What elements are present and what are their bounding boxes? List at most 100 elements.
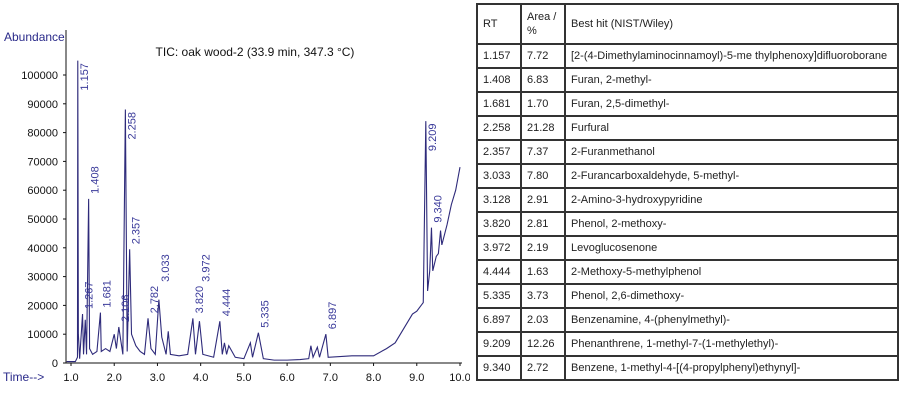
cell-area: 21.28	[520, 115, 566, 141]
table-row: 4.444 1.63 2-Methoxy-5-methylphenol	[476, 259, 899, 285]
cell-rt: 1.408	[476, 67, 522, 93]
y-tick-label: 40000	[27, 243, 58, 255]
table-row: 1.157 7.72 [2-(4-Dimethylaminocinnamoyl)-5…	[476, 43, 899, 69]
cell-area: 3.73	[520, 283, 566, 309]
x-tick-label: 5.0	[236, 372, 251, 384]
cell-rt: 3.972	[476, 235, 522, 261]
peak-label: 5.335	[259, 300, 271, 328]
cell-rt: 2.258	[476, 115, 522, 141]
cell-rt: 9.340	[476, 355, 522, 381]
x-axis-title: Time-->	[3, 370, 44, 384]
cell-area: 1.70	[520, 91, 566, 117]
table-row: 2.357 7.37 2-Furanmethanol	[476, 139, 899, 165]
y-tick-label: 50000	[27, 214, 58, 226]
cell-best-hit: Benzenamine, 4-(phenylmethyl)-	[564, 307, 899, 333]
peak-label: 1.267	[84, 282, 96, 310]
y-axis-title: Abundance	[4, 30, 65, 44]
x-tick-label: 4.0	[193, 372, 208, 384]
cell-rt: 3.128	[476, 187, 522, 213]
cell-area: 7.37	[520, 139, 566, 165]
cell-area: 1.63	[520, 259, 566, 285]
table-row: 3.820 2.81 Phenol, 2-methoxy-	[476, 211, 899, 237]
cell-area: 7.72	[520, 43, 566, 69]
tic-trace	[66, 60, 461, 363]
y-tick-label: 90000	[27, 99, 58, 111]
peak-label: 6.897	[327, 302, 339, 330]
cell-rt: 2.357	[476, 139, 522, 165]
cell-best-hit: 2-Furanmethanol	[564, 139, 899, 165]
table-header-row: RT Area / % Best hit (NIST/Wiley)	[476, 3, 899, 45]
y-tick-label: 70000	[27, 156, 58, 168]
cell-best-hit: 2-Methoxy-5-methylphenol	[564, 259, 899, 285]
header-rt: RT	[476, 3, 522, 45]
cell-best-hit: Benzene, 1-methyl-4-[(4-propylphenyl)eth…	[564, 355, 899, 381]
table-row: 3.128 2.91 2-Amino-3-hydroxypyridine	[476, 187, 899, 213]
table-row: 1.408 6.83 Furan, 2-methyl-	[476, 67, 899, 93]
table-row: 2.258 21.28 Furfural	[476, 115, 899, 141]
peak-label: 2.106	[120, 294, 132, 322]
header-area: Area / %	[520, 3, 566, 45]
peak-label: 2.782	[149, 286, 161, 314]
cell-area: 6.83	[520, 67, 566, 93]
cell-rt: 3.820	[476, 211, 522, 237]
x-tick-label: 7.0	[323, 372, 338, 384]
x-tick-label: 6.0	[279, 372, 294, 384]
cell-area: 2.03	[520, 307, 566, 333]
cell-rt: 5.335	[476, 283, 522, 309]
table-row: 6.897 2.03 Benzenamine, 4-(phenylmethyl)-	[476, 307, 899, 333]
peak-label: 2.258	[126, 112, 138, 140]
y-tick-label: 30000	[27, 272, 58, 284]
cell-best-hit: Phenol, 2,6-dimethoxy-	[564, 283, 899, 309]
cell-area: 7.80	[520, 163, 566, 189]
peak-label: 2.357	[131, 217, 143, 245]
y-tick-label: 10000	[27, 329, 58, 341]
cell-best-hit: Furfural	[564, 115, 899, 141]
cell-area: 2.72	[520, 355, 566, 381]
peak-label: 9.340	[432, 195, 444, 223]
peak-label: 3.972	[200, 254, 212, 282]
cell-rt: 4.444	[476, 259, 522, 285]
peak-label: 4.444	[221, 289, 233, 317]
peak-label: 9.209	[427, 124, 439, 152]
cell-area: 12.26	[520, 331, 566, 357]
peak-label: 3.033	[160, 254, 172, 282]
peak-label: 3.820	[194, 286, 206, 314]
y-tick-label: 100000	[21, 70, 58, 82]
table-row: 9.209 12.26 Phenanthrene, 1-methyl-7-(1-me…	[476, 331, 899, 357]
table-row: 1.681 1.70 Furan, 2,5-dimethyl-	[476, 91, 899, 117]
cell-best-hit: [2-(4-Dimethylaminocinnamoyl)-5-me thylp…	[564, 43, 899, 69]
cell-area: 2.19	[520, 235, 566, 261]
header-best-hit: Best hit (NIST/Wiley)	[564, 3, 899, 45]
peak-label: 1.681	[101, 280, 113, 308]
cell-best-hit: 2-Furancarboxaldehyde, 5-methyl-	[564, 163, 899, 189]
chart-title: TIC: oak wood-2 (33.9 min, 347.3 °C)	[156, 45, 355, 59]
y-tick-label: 60000	[27, 185, 58, 197]
table-row: 3.972 2.19 Levoglucosenone	[476, 235, 899, 261]
cell-area: 2.81	[520, 211, 566, 237]
x-tick-label: 3.0	[150, 372, 165, 384]
y-tick-label: 0	[52, 358, 58, 370]
cell-best-hit: Phenanthrene, 1-methyl-7-(1-methylethyl)…	[564, 331, 899, 357]
cell-rt: 6.897	[476, 307, 522, 333]
cell-rt: 1.157	[476, 43, 522, 69]
cell-rt: 3.033	[476, 163, 522, 189]
cell-best-hit: Furan, 2-methyl-	[564, 67, 899, 93]
cell-best-hit: Phenol, 2-methoxy-	[564, 211, 899, 237]
cell-best-hit: Levoglucosenone	[564, 235, 899, 261]
cell-best-hit: 2-Amino-3-hydroxypyridine	[564, 187, 899, 213]
y-tick-label: 80000	[27, 128, 58, 140]
table-row: 9.340 2.72 Benzene, 1-methyl-4-[(4-propylp…	[476, 355, 899, 381]
table-row: 3.033 7.80 2-Furancarboxaldehyde, 5-methyl…	[476, 163, 899, 189]
y-tick-label: 20000	[27, 300, 58, 312]
chromatogram-chart: Abundance TIC: oak wood-2 (33.9 min, 347…	[3, 30, 470, 384]
table-row: 5.335 3.73 Phenol, 2,6-dimethoxy-	[476, 283, 899, 309]
x-tick-label: 9.0	[409, 372, 424, 384]
peak-label: 1.157	[79, 63, 91, 91]
x-tick-label: 8.0	[366, 372, 381, 384]
cell-rt: 9.209	[476, 331, 522, 357]
x-tick-label: 2.0	[107, 372, 122, 384]
peak-label: 1.408	[90, 166, 102, 194]
cell-best-hit: Furan, 2,5-dimethyl-	[564, 91, 899, 117]
peak-table: RT Area / % Best hit (NIST/Wiley) 1.157 7…	[476, 3, 899, 381]
x-tick-label: 10.0	[449, 372, 470, 384]
